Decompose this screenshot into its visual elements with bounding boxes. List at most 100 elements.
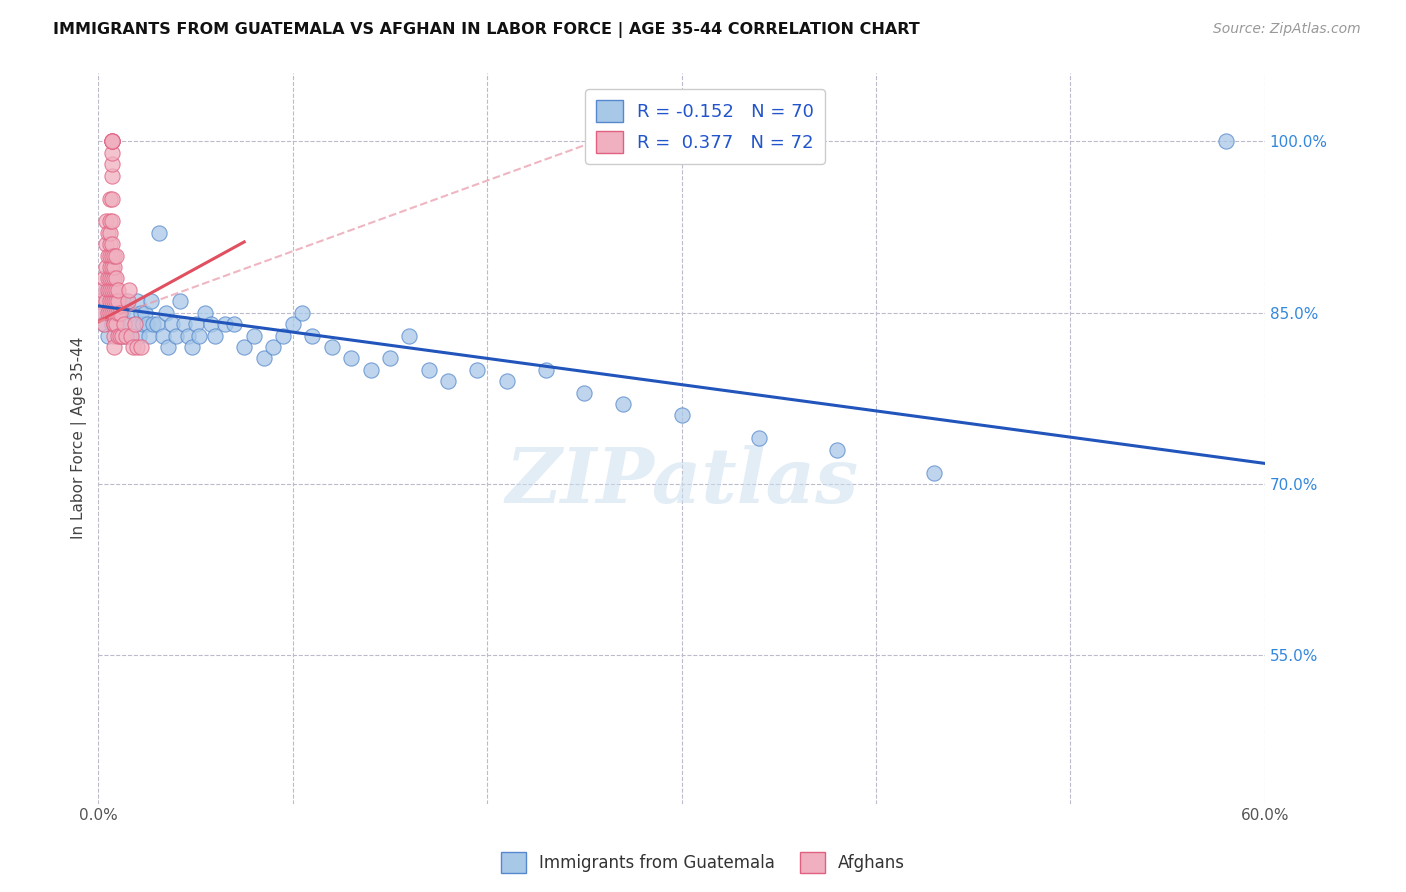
- Point: [148, 226, 170, 240]
- Point: [101, 135, 124, 149]
- Point: [574, 385, 596, 400]
- Point: [243, 328, 266, 343]
- Point: [104, 271, 127, 285]
- Point: [98, 271, 121, 285]
- Point: [98, 249, 121, 263]
- Point: [118, 283, 141, 297]
- Point: [108, 328, 131, 343]
- Point: [101, 271, 124, 285]
- Point: [155, 306, 177, 320]
- Point: [139, 294, 162, 309]
- Point: [495, 374, 517, 388]
- Point: [97, 328, 120, 343]
- Point: [101, 135, 124, 149]
- Point: [378, 351, 401, 366]
- Point: [194, 306, 217, 320]
- Point: [89, 294, 111, 309]
- Point: [111, 306, 134, 320]
- Point: [180, 340, 202, 354]
- Point: [160, 317, 183, 331]
- Legend: Immigrants from Guatemala, Afghans: Immigrants from Guatemala, Afghans: [494, 846, 912, 880]
- Point: [114, 328, 136, 343]
- Point: [467, 363, 489, 377]
- Point: [671, 409, 693, 423]
- Point: [94, 237, 117, 252]
- Point: [117, 317, 139, 331]
- Point: [104, 294, 127, 309]
- Point: [94, 260, 117, 274]
- Point: [107, 317, 129, 331]
- Point: [103, 317, 125, 331]
- Point: [101, 249, 124, 263]
- Point: [104, 306, 127, 320]
- Point: [93, 271, 115, 285]
- Point: [103, 306, 125, 320]
- Point: [924, 466, 946, 480]
- Point: [97, 306, 120, 320]
- Point: [107, 306, 129, 320]
- Point: [145, 317, 167, 331]
- Point: [152, 328, 174, 343]
- Point: [94, 294, 117, 309]
- Text: ZIPatlas: ZIPatlas: [505, 445, 858, 519]
- Point: [301, 328, 323, 343]
- Point: [101, 192, 124, 206]
- Point: [101, 135, 124, 149]
- Point: [97, 249, 120, 263]
- Point: [103, 249, 125, 263]
- Point: [281, 317, 304, 331]
- Point: [418, 363, 440, 377]
- Point: [107, 328, 129, 343]
- Point: [188, 328, 211, 343]
- Point: [98, 294, 121, 309]
- Point: [129, 340, 152, 354]
- Point: [157, 340, 180, 354]
- Point: [124, 317, 146, 331]
- Point: [124, 317, 146, 331]
- Point: [112, 317, 135, 331]
- Point: [214, 317, 236, 331]
- Point: [128, 328, 150, 343]
- Point: [177, 328, 200, 343]
- Point: [97, 226, 120, 240]
- Point: [101, 260, 124, 274]
- Point: [165, 328, 187, 343]
- Point: [340, 351, 363, 366]
- Point: [93, 317, 115, 331]
- Point: [103, 271, 125, 285]
- Point: [108, 306, 131, 320]
- Point: [398, 328, 420, 343]
- Point: [120, 328, 142, 343]
- Point: [103, 328, 125, 343]
- Point: [98, 226, 121, 240]
- Point: [114, 294, 136, 309]
- Point: [204, 328, 226, 343]
- Point: [101, 237, 124, 252]
- Point: [93, 317, 115, 331]
- Point: [103, 294, 125, 309]
- Point: [101, 169, 124, 183]
- Point: [101, 283, 124, 297]
- Point: [437, 374, 460, 388]
- Point: [132, 317, 155, 331]
- Point: [91, 306, 114, 320]
- Point: [117, 294, 139, 309]
- Point: [97, 271, 120, 285]
- Point: [112, 328, 135, 343]
- Point: [136, 317, 159, 331]
- Point: [262, 340, 284, 354]
- Point: [252, 351, 274, 366]
- Point: [134, 306, 156, 320]
- Point: [101, 145, 124, 160]
- Point: [98, 260, 121, 274]
- Point: [138, 328, 160, 343]
- Point: [825, 442, 848, 457]
- Text: Source: ZipAtlas.com: Source: ZipAtlas.com: [1213, 22, 1361, 37]
- Point: [101, 306, 124, 320]
- Point: [169, 294, 191, 309]
- Point: [98, 214, 121, 228]
- Point: [108, 294, 131, 309]
- Point: [103, 317, 125, 331]
- Point: [111, 328, 134, 343]
- Point: [103, 283, 125, 297]
